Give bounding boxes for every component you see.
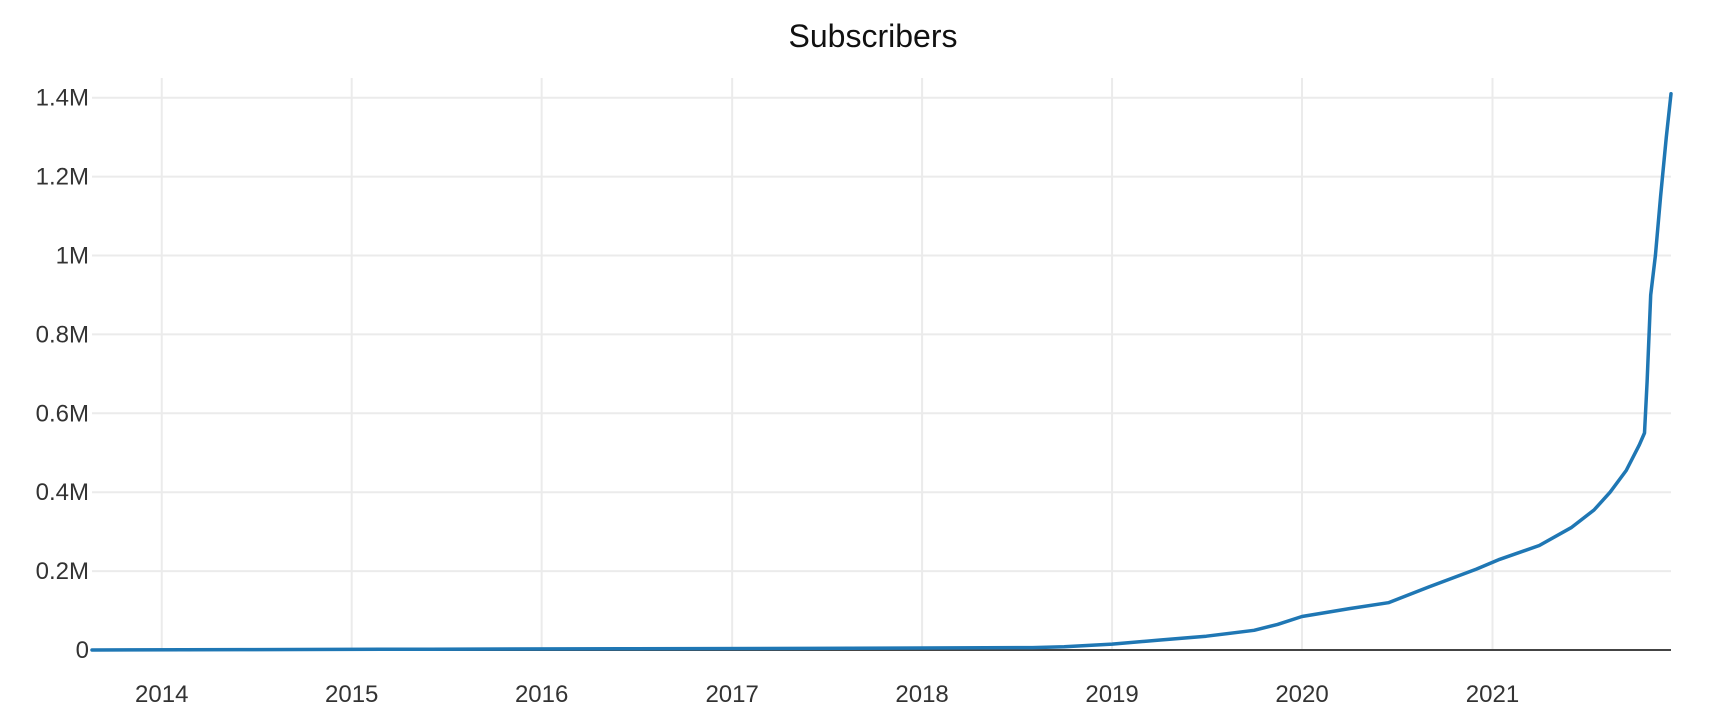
y-tick-label: 0: [76, 637, 89, 664]
chart-title: Subscribers: [788, 18, 958, 54]
x-tick-label: 2018: [895, 681, 948, 708]
y-tick-label: 0.4M: [36, 479, 89, 506]
y-tick-label: 1.2M: [36, 164, 89, 191]
grid-lines: [92, 78, 1671, 650]
x-tick-label: 2016: [515, 681, 568, 708]
y-tick-label: 1M: [56, 243, 89, 270]
y-tick-label: 0.2M: [36, 558, 89, 585]
x-tick-label: 2014: [135, 681, 188, 708]
x-tick-label: 2020: [1275, 681, 1328, 708]
x-tick-label: 2017: [705, 681, 758, 708]
x-tick-label: 2015: [325, 681, 378, 708]
x-tick-label: 2021: [1466, 681, 1519, 708]
y-tick-label: 1.4M: [36, 85, 89, 112]
x-axis-ticks: 2014 2015 2016 2017 2018 2019 2020 2021: [135, 681, 1519, 708]
y-tick-label: 0.8M: [36, 321, 89, 348]
series-line-subscribers: [90, 92, 1673, 652]
y-tick-label: 0.6M: [36, 400, 89, 427]
x-tick-label: 2019: [1085, 681, 1138, 708]
y-axis-ticks: 0 0.2M 0.4M 0.6M 0.8M 1M 1.2M 1.4M: [36, 85, 89, 664]
